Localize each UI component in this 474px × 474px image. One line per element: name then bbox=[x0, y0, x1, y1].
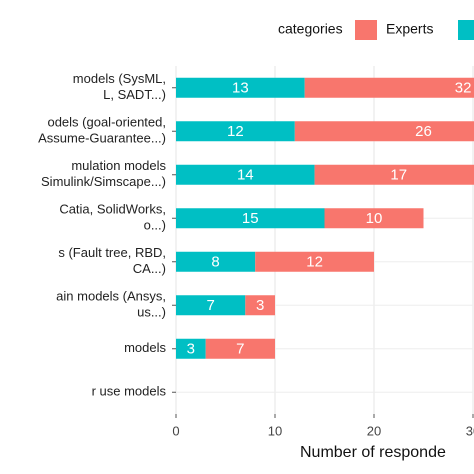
legend-title: categories bbox=[278, 21, 343, 37]
data-label: 10 bbox=[366, 210, 383, 227]
data-label: 12 bbox=[227, 123, 244, 140]
bar-segment bbox=[324, 208, 424, 229]
bar-segment bbox=[304, 77, 474, 98]
data-label: 14 bbox=[237, 167, 254, 184]
bar-segment bbox=[245, 295, 275, 316]
bar-segment bbox=[294, 121, 474, 142]
bar-segment bbox=[205, 338, 275, 359]
y-tick-label: ain models (Ansys, us...) bbox=[56, 289, 166, 320]
bar-segment bbox=[176, 121, 295, 142]
y-tick-label: models (SysML, L, SADT...) bbox=[73, 71, 166, 102]
x-tick-label: 30 bbox=[466, 423, 474, 438]
data-label: 7 bbox=[206, 297, 214, 314]
y-tick-label: s (Fault tree, RBD, CA...) bbox=[58, 245, 166, 276]
data-label: 3 bbox=[256, 297, 264, 314]
data-label: 7 bbox=[236, 341, 244, 358]
legend-label: Experts bbox=[386, 21, 433, 37]
x-tick-label: 0 bbox=[172, 423, 179, 438]
bar-segment bbox=[176, 338, 206, 359]
data-label: 17 bbox=[390, 167, 407, 184]
y-tick-label: models bbox=[124, 340, 166, 355]
y-tick-label: r use models bbox=[92, 384, 167, 399]
y-tick-label: odels (goal-oriented, Assume-Guarantee...… bbox=[38, 115, 166, 146]
bar-segment bbox=[176, 208, 325, 229]
data-label: 26 bbox=[415, 123, 432, 140]
x-tick-label: 10 bbox=[268, 423, 282, 438]
y-tick-label: mulation models Simulink/Simscape...) bbox=[41, 158, 166, 189]
legend-swatch bbox=[458, 20, 474, 40]
bar-segment bbox=[255, 251, 374, 272]
bar-segment bbox=[314, 164, 474, 185]
y-tick-label: Catia, SolidWorks, o...) bbox=[59, 202, 166, 233]
bar-segment bbox=[176, 164, 315, 185]
bar-segment bbox=[176, 295, 246, 316]
bar-segment bbox=[176, 251, 256, 272]
data-label: 15 bbox=[242, 210, 259, 227]
data-label: 3 bbox=[187, 341, 195, 358]
data-label: 32 bbox=[455, 80, 472, 97]
bar-segment bbox=[176, 77, 305, 98]
x-tick-label: 20 bbox=[367, 423, 381, 438]
data-label: 13 bbox=[232, 80, 249, 97]
legend-swatch bbox=[355, 20, 377, 40]
data-label: 12 bbox=[306, 254, 323, 271]
data-label: 8 bbox=[211, 254, 219, 271]
x-axis-title: Number of responde bbox=[300, 444, 446, 461]
